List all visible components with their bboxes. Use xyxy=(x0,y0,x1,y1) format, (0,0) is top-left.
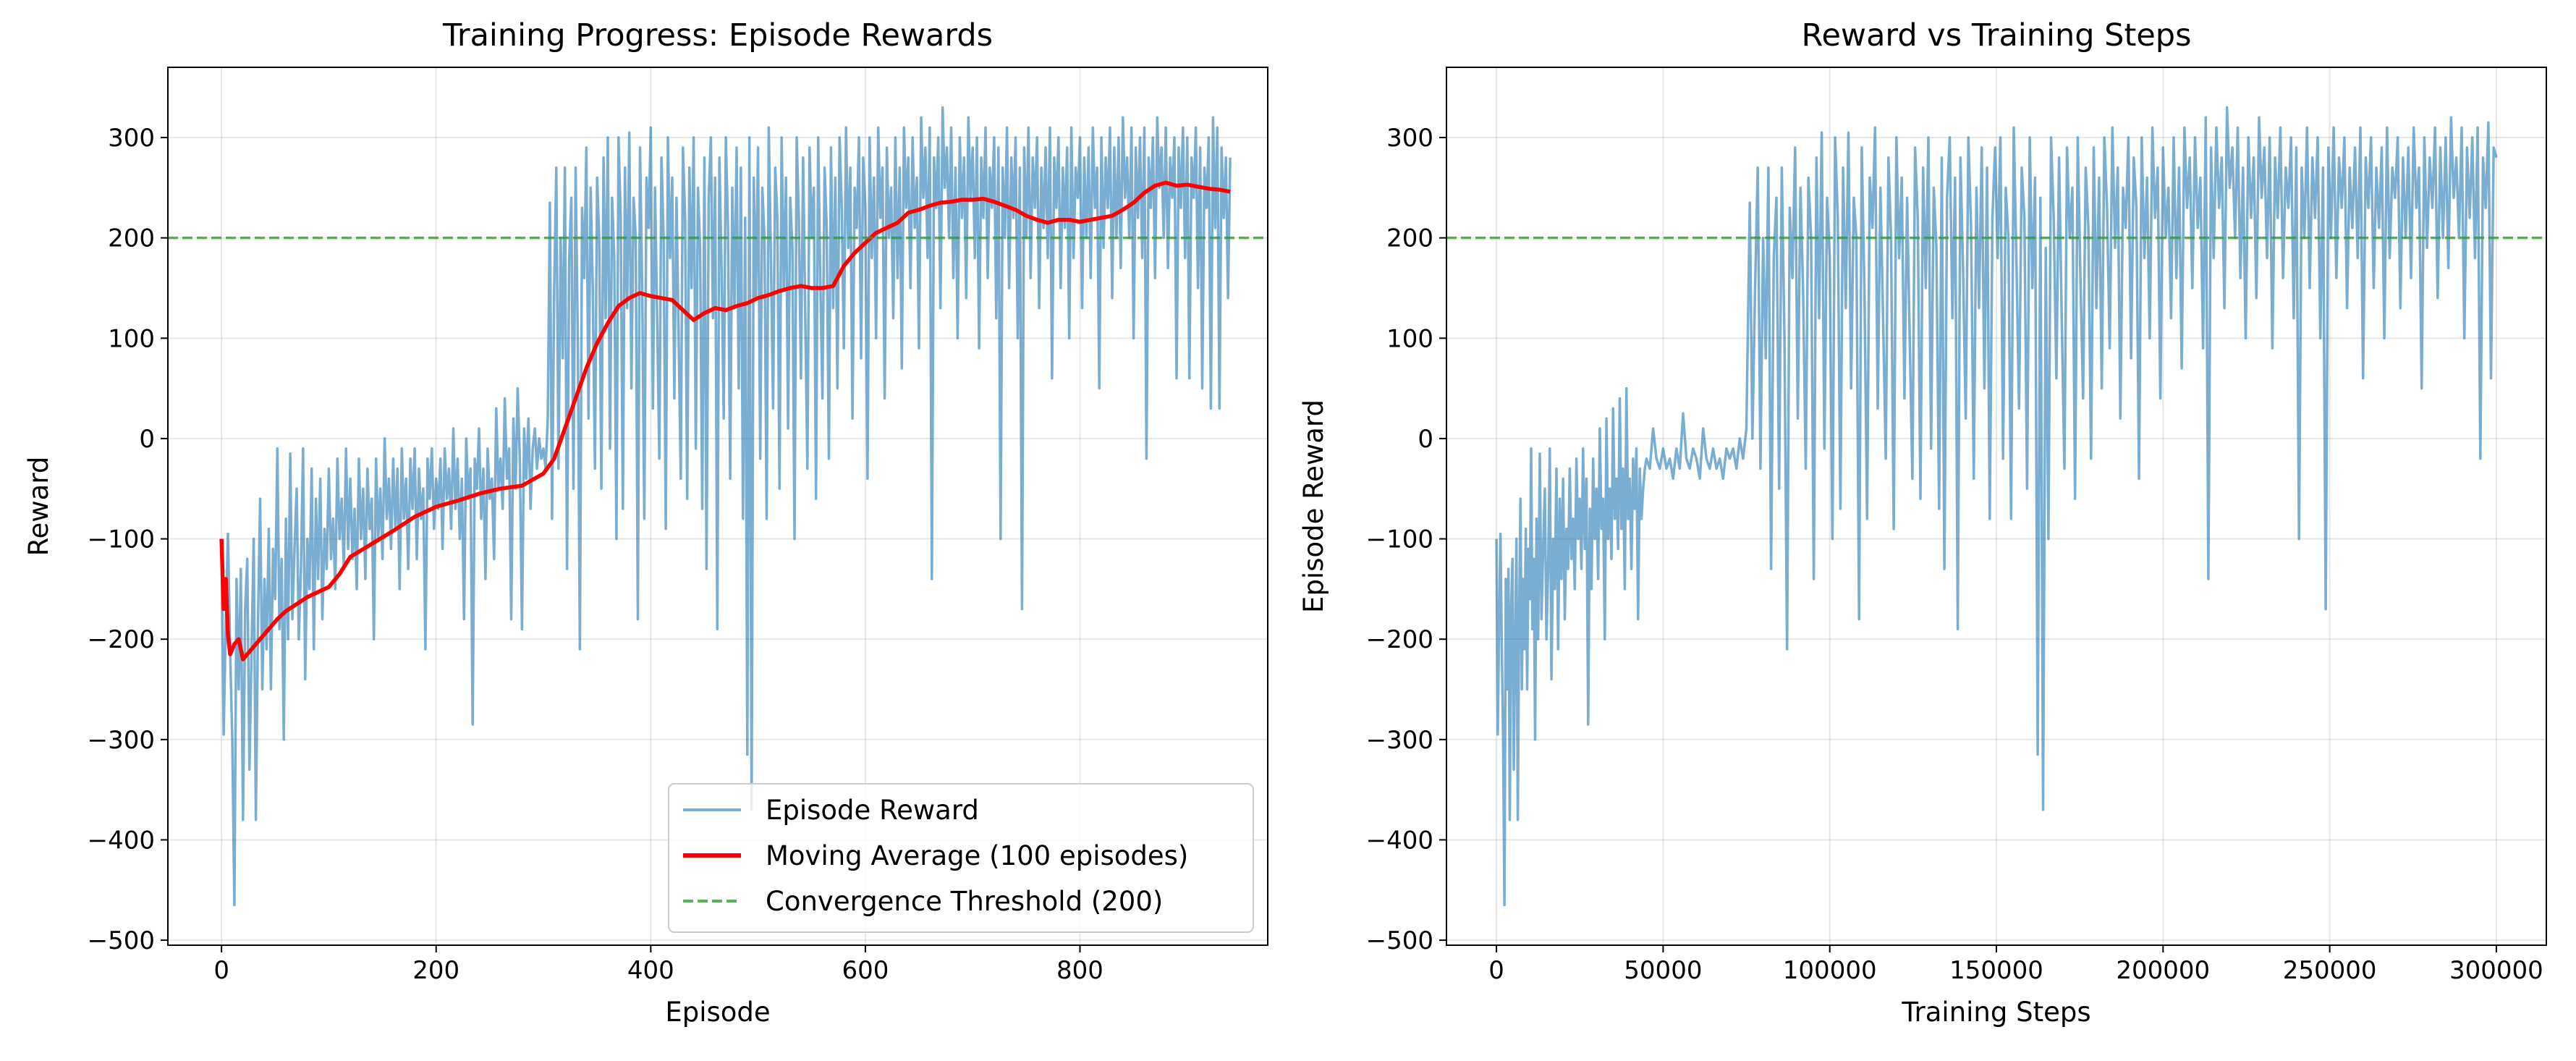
y-tick-label: 200 xyxy=(108,224,155,253)
chart-episode-rewards: 0 200 400 600 800 −500 −400 −300 −200 −100 0 100 200… xyxy=(23,17,1268,1028)
y-tick-label: −400 xyxy=(88,826,155,855)
y-tick-label: −300 xyxy=(1366,726,1433,755)
y-tick-label: −500 xyxy=(1366,926,1433,955)
y-tick-label: 100 xyxy=(1386,324,1433,353)
series-line-0 xyxy=(1495,106,2498,907)
x-axis-label: Training Steps xyxy=(1901,997,2090,1028)
plot-area xyxy=(1446,106,2546,907)
y-tick-label: −500 xyxy=(88,926,155,955)
series-line-0 xyxy=(220,106,1232,907)
x-tick-label: 100000 xyxy=(1783,956,1877,985)
chart-title: Training Progress: Episode Rewards xyxy=(442,17,993,54)
x-tick-label: 300000 xyxy=(2449,956,2543,985)
y-tick-label: −200 xyxy=(88,625,155,654)
x-axis-label: Episode xyxy=(665,997,770,1028)
legend-label-1: Moving Average (100 episodes) xyxy=(766,840,1188,871)
x-tick-label: 0 xyxy=(1488,956,1504,985)
legend: Episode Reward Moving Average (100 episod… xyxy=(668,783,1254,933)
y-tick-label: 200 xyxy=(1386,224,1433,253)
y-tick-label: −300 xyxy=(88,726,155,755)
y-tick-label: −100 xyxy=(88,525,155,554)
y-axis-label: Episode Reward xyxy=(1298,400,1329,613)
y-tick-label: 300 xyxy=(108,124,155,153)
y-axis-label: Reward xyxy=(23,457,54,557)
x-tick-label: 250000 xyxy=(2283,956,2377,985)
x-tick-label: 400 xyxy=(627,956,674,985)
y-tick-label: −400 xyxy=(1366,826,1433,855)
x-tick-label: 0 xyxy=(213,956,229,985)
legend-label-0: Episode Reward xyxy=(766,795,979,826)
y-tick-label: 100 xyxy=(108,324,155,353)
legend-box xyxy=(668,783,1254,933)
series-line-1 xyxy=(219,180,1231,661)
chart-reward-vs-steps: 0 50000 100000 150000 200000 250000 300000 −500… xyxy=(1298,17,2547,1028)
y-tick-label: 0 xyxy=(1418,425,1433,454)
plot-area xyxy=(168,106,1268,907)
x-tick-label: 200 xyxy=(412,956,459,985)
x-tick-label: 600 xyxy=(842,956,889,985)
x-tick-label: 150000 xyxy=(1949,956,2043,985)
axes-frame xyxy=(167,67,1268,946)
x-tick-label: 50000 xyxy=(1624,956,1702,985)
x-tick-label: 200000 xyxy=(2116,956,2210,985)
y-tick-label: 0 xyxy=(139,425,155,454)
chart-title: Reward vs Training Steps xyxy=(1802,17,2192,54)
y-tick-label: −100 xyxy=(1366,525,1433,554)
y-tick-label: 300 xyxy=(1386,124,1433,153)
legend-label-2: Convergence Threshold (200) xyxy=(766,886,1163,917)
x-tick-label: 800 xyxy=(1056,956,1103,985)
y-tick-label: −200 xyxy=(1366,625,1433,654)
